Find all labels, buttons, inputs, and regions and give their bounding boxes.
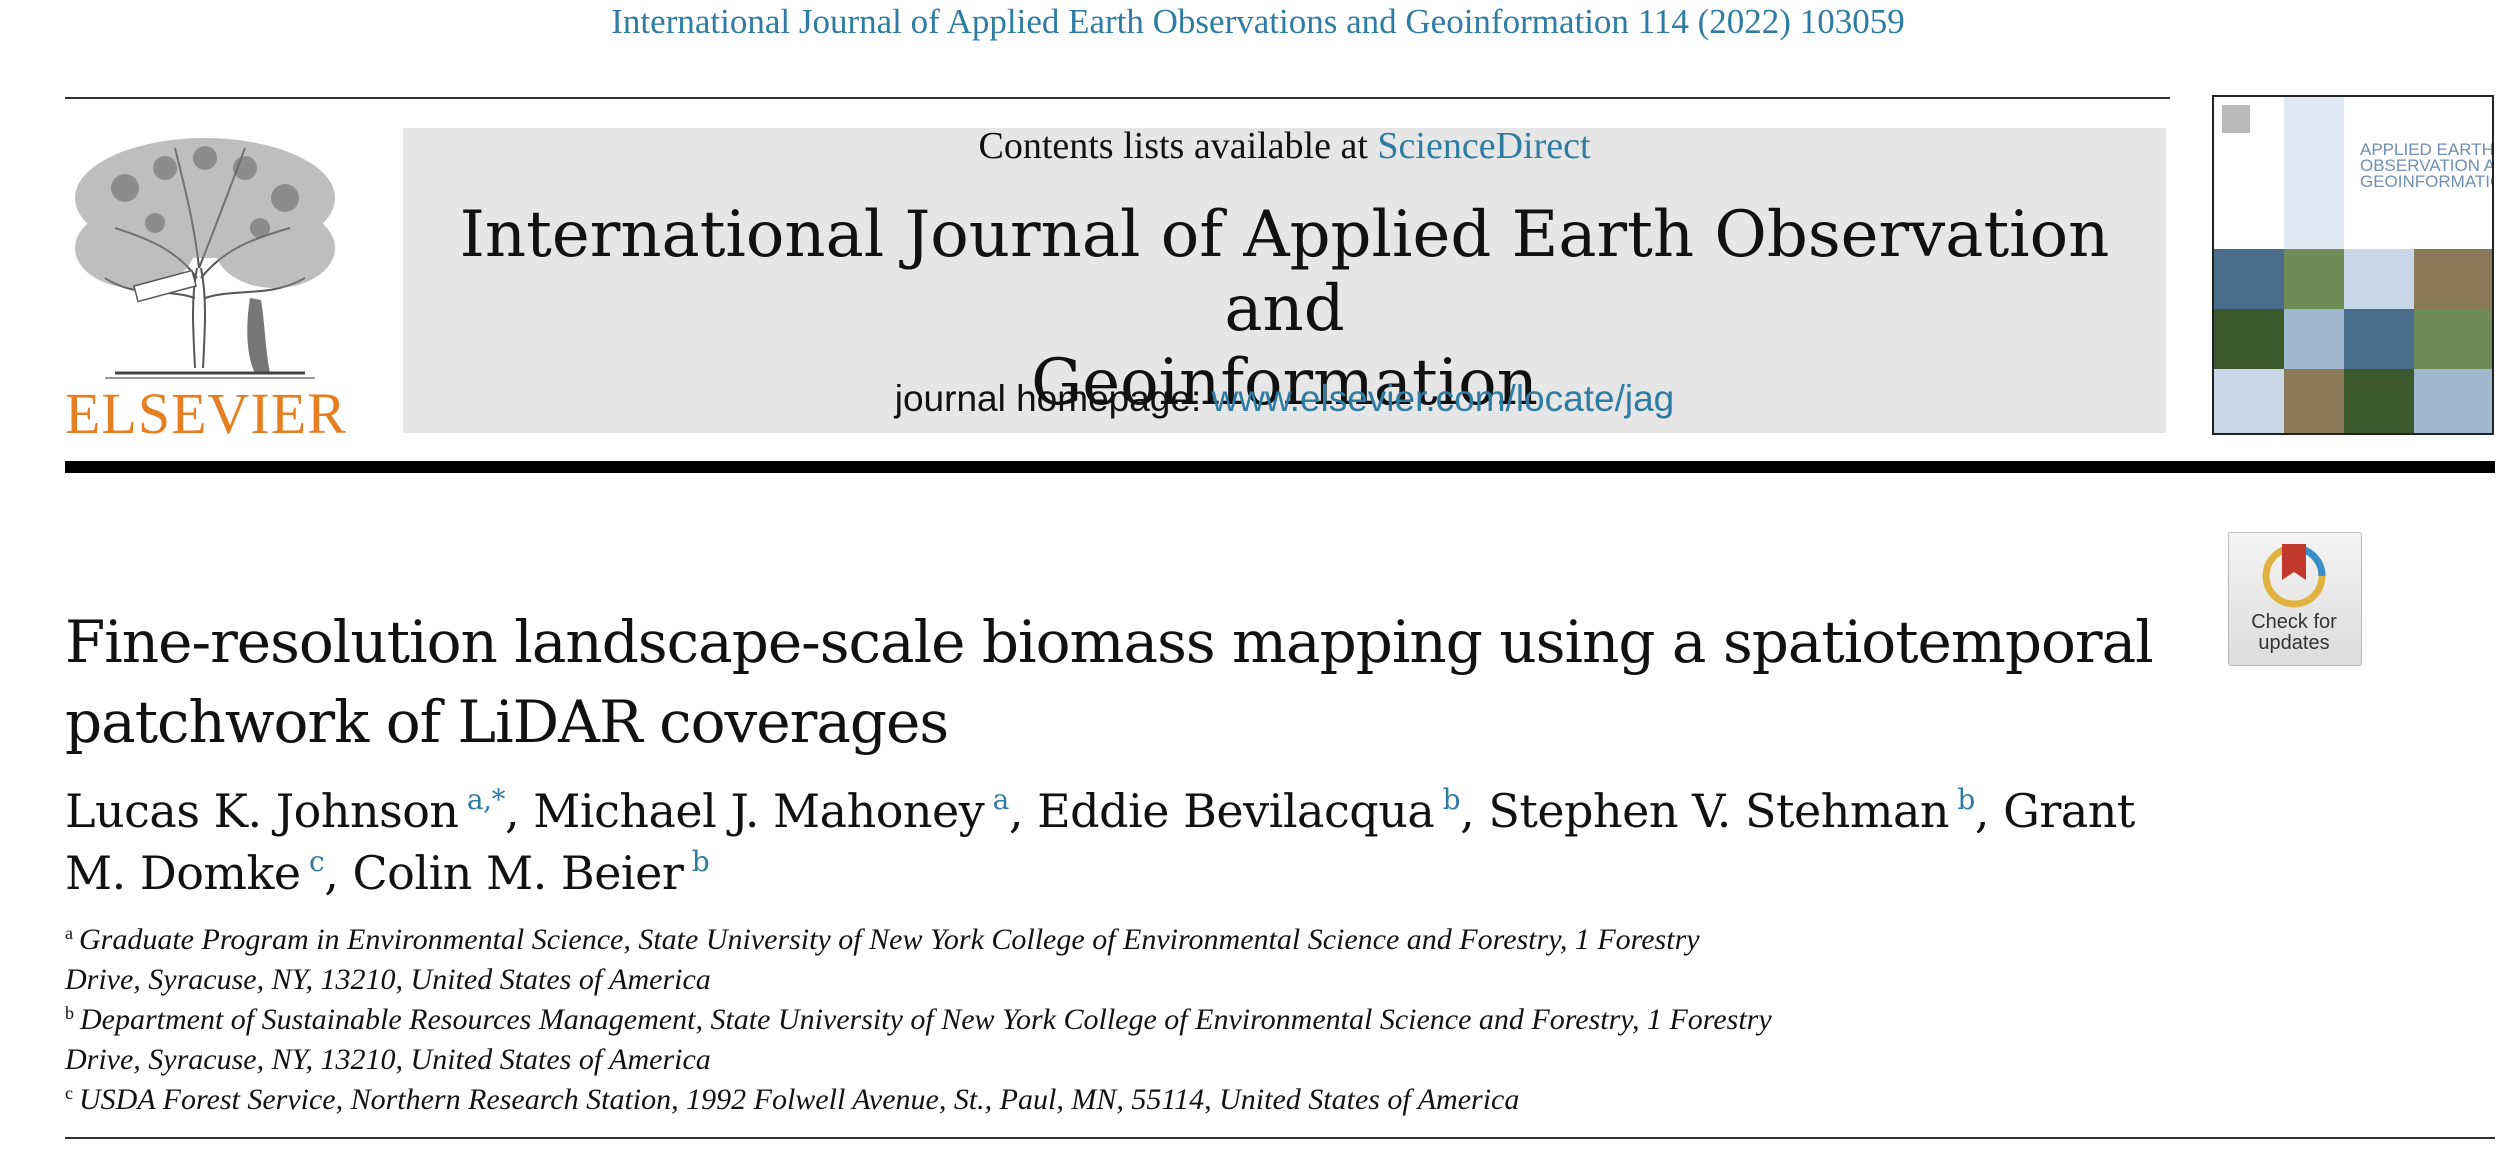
author-name[interactable]: Grant M. Domke	[65, 784, 2135, 900]
affiliation: b Department of Sustainable Resources Man…	[65, 1000, 2165, 1040]
affiliation: c USDA Forest Service, Northern Research …	[65, 1080, 2165, 1120]
author-separator: ,	[1008, 784, 1038, 838]
affiliation-text-continued: Drive, Syracuse, NY, 13210, United State…	[65, 963, 711, 996]
cover-photo-tile	[2414, 369, 2492, 433]
affiliation-text: USDA Forest Service, Northern Research S…	[79, 1083, 1520, 1116]
article-title-line1: Fine-resolution landscape-scale biomass …	[65, 608, 2154, 676]
author-separator: ,	[324, 846, 353, 900]
header-rule	[65, 97, 2170, 99]
cover-photo-tile	[2344, 309, 2414, 369]
badge-line1: Check for	[2251, 611, 2337, 633]
author-separator: ,	[1460, 784, 1489, 838]
affiliation-label: a	[65, 923, 73, 943]
homepage-line: journal homepage: www.elsevier.com/locat…	[403, 378, 2166, 420]
journal-cover[interactable]: APPLIED EARTH OBSERVATION AND GEOINFORMA…	[2212, 95, 2494, 435]
journal-title: International Journal of Applied Earth O…	[403, 198, 2166, 420]
affiliation-list: a Graduate Program in Environmental Scien…	[65, 920, 2165, 1120]
cover-photo-tile	[2344, 369, 2414, 433]
author-name[interactable]: Colin M. Beier	[352, 846, 684, 900]
journal-cover-image: APPLIED EARTH OBSERVATION AND GEOINFORMA…	[2214, 97, 2492, 433]
contents-prefix: Contents lists available at	[978, 125, 1378, 167]
badge-line2: updates	[2258, 632, 2330, 654]
cover-title-line3: GEOINFORMATION	[2360, 172, 2492, 191]
sciencedirect-link[interactable]: ScienceDirect	[1377, 125, 1591, 167]
affiliation-label: b	[65, 1003, 74, 1023]
author-name[interactable]: Stephen V. Stehman	[1488, 784, 1950, 838]
journal-title-line2: Geoinformation	[1031, 346, 1538, 420]
cover-photo-tile	[2284, 309, 2344, 369]
cover-photo-tile	[2414, 309, 2492, 369]
affiliation-text: Graduate Program in Environmental Scienc…	[79, 923, 1700, 956]
affiliation-text: Department of Sustainable Resources Mana…	[80, 1003, 1772, 1036]
article-title-line2: patchwork of LiDAR coverages	[65, 688, 949, 756]
cover-photo-tile	[2284, 369, 2344, 433]
cover-photo-tile	[2284, 249, 2344, 309]
elsevier-tree-logo	[75, 138, 335, 379]
journal-homepage-link[interactable]: www.elsevier.com/locate/jag	[1211, 378, 1675, 419]
author-affiliation-marker[interactable]: b	[1434, 783, 1461, 816]
author-separator: ,	[1974, 784, 2004, 838]
cover-title-line1: APPLIED EARTH	[2360, 140, 2492, 159]
cover-photo-tile	[2214, 249, 2284, 309]
running-head: International Journal of Applied Earth O…	[611, 2, 1905, 41]
contents-line: Contents lists available at ScienceDirec…	[403, 124, 2166, 168]
author-name[interactable]: Lucas K. Johnson	[65, 784, 459, 838]
author-separator: ,	[505, 784, 534, 838]
bottom-rule	[65, 1137, 2495, 1139]
affiliation: a Graduate Program in Environmental Scien…	[65, 920, 2165, 960]
journal-title-line1: International Journal of Applied Earth O…	[459, 198, 2110, 346]
author-affiliation-marker[interactable]: a,*	[458, 783, 506, 816]
cover-photo-tile	[2414, 249, 2492, 309]
author-name[interactable]: Michael J. Mahoney	[533, 784, 985, 838]
cover-photo-tile	[2214, 309, 2284, 369]
author-affiliation-marker[interactable]: b	[1949, 783, 1975, 816]
affiliation-text-continued: Drive, Syracuse, NY, 13210, United State…	[65, 1043, 711, 1076]
author-affiliation-marker[interactable]: a	[984, 783, 1010, 816]
cover-title-line2: OBSERVATION AND	[2360, 156, 2492, 175]
publisher-name: ELSEVIER	[65, 381, 347, 446]
cover-photo-tile	[2214, 369, 2284, 433]
title-rule	[65, 461, 2495, 473]
article-title: Fine-resolution landscape-scale biomass …	[65, 602, 2165, 762]
cover-photo-tile	[2344, 249, 2414, 309]
homepage-prefix: journal homepage:	[894, 378, 1212, 419]
check-for-updates-label: Check for updates	[2228, 612, 2360, 654]
journal-banner	[403, 128, 2166, 433]
check-for-updates-icon	[2262, 544, 2326, 608]
author-affiliation-marker[interactable]: c	[300, 845, 325, 878]
author-name[interactable]: Eddie Bevilacqua	[1037, 784, 1435, 838]
author-affiliation-marker[interactable]: b	[683, 845, 710, 878]
author-list: Lucas K. Johnson a,*, Michael J. Mahoney…	[65, 780, 2165, 904]
affiliation-label: c	[65, 1083, 73, 1103]
